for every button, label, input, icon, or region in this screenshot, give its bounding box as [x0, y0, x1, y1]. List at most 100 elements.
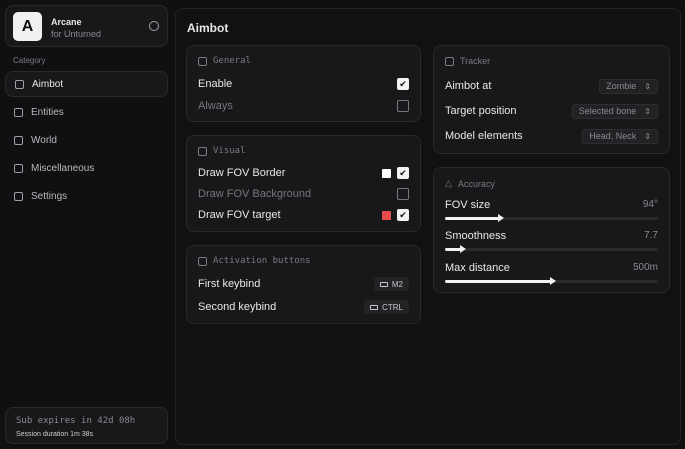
- sidebar-item-label: Entities: [31, 106, 64, 118]
- page-title: Aimbot: [187, 21, 229, 35]
- crosshair-icon: [15, 79, 24, 89]
- checkbox[interactable]: ✔: [397, 167, 409, 179]
- activation-card: Activation buttons First keybind M2 Second…: [186, 245, 421, 324]
- visual-icon: [198, 146, 207, 156]
- slider-value: 94°: [642, 199, 658, 210]
- checkbox[interactable]: [397, 188, 409, 200]
- grid-icon: [14, 163, 23, 173]
- visual-row: Draw FOV Border ✔: [198, 164, 409, 182]
- key-label: CTRL: [382, 302, 403, 312]
- dropdown[interactable]: Selected bone ⇕: [571, 103, 658, 119]
- chevron-updown-icon: ⇕: [644, 131, 651, 141]
- slider-label: Max distance: [445, 262, 510, 274]
- slider-thumb[interactable]: [549, 277, 556, 285]
- row-label: Model elements: [445, 130, 523, 142]
- slider-max-distance: Max distance 500m: [445, 262, 658, 285]
- general-row: Always: [198, 97, 409, 115]
- checkbox[interactable]: ✔: [397, 209, 409, 221]
- app-name: Arcane: [51, 17, 82, 27]
- accuracy-card: △ Accuracy FOV size 94° Smoothness 7.7 Max di…: [433, 167, 670, 293]
- slider-value: 500m: [632, 262, 658, 273]
- dropdown-value: Zombie: [606, 81, 637, 91]
- tracker-card: Tracker Aimbot at Zombie ⇕ Target position S…: [433, 45, 670, 154]
- general-card: General Enable ✔ Always: [186, 45, 421, 122]
- row-label: Second keybind: [198, 301, 277, 313]
- row-label: Aimbot at: [445, 80, 492, 92]
- general-icon: [198, 56, 207, 66]
- slider-track[interactable]: [445, 245, 658, 253]
- row-label: Target position: [445, 105, 517, 117]
- app-logo: A: [13, 12, 42, 41]
- dropdown-value: Selected bone: [578, 106, 637, 116]
- key-label: M2: [391, 279, 403, 289]
- sidebar-item-aimbot[interactable]: Aimbot: [5, 71, 168, 97]
- session-duration: Session duration 1m 38s: [16, 431, 94, 438]
- row-label: Draw FOV Background: [198, 188, 312, 200]
- app-header: A Arcane for Unturned: [5, 5, 168, 47]
- dropdown[interactable]: Zombie ⇕: [599, 78, 658, 94]
- keybind-row: Second keybind CTRL: [198, 298, 409, 316]
- sidebar-item-label: Settings: [31, 190, 68, 202]
- slider-track[interactable]: [445, 214, 658, 222]
- slider-label: Smoothness: [445, 230, 507, 242]
- triangle-icon: △: [445, 178, 452, 188]
- section-title: Visual: [213, 146, 246, 156]
- visual-row: Draw FOV Background: [198, 185, 409, 203]
- checkbox[interactable]: ✔: [397, 78, 409, 90]
- slider-label: FOV size: [445, 199, 491, 211]
- sidebar-item-label: World: [31, 134, 57, 146]
- tracker-icon: [445, 56, 454, 66]
- slider-thumb[interactable]: [460, 245, 467, 253]
- slider-fill: [445, 248, 463, 251]
- keybind-row: First keybind M2: [198, 275, 409, 293]
- dropdown[interactable]: Head, Neck ⇕: [582, 128, 658, 144]
- slider-value: 7.7: [644, 230, 658, 241]
- visual-row: Draw FOV target ✔: [198, 206, 409, 224]
- sidebar-item-miscellaneous[interactable]: Miscellaneous: [5, 155, 168, 181]
- row-label: Draw FOV Border: [198, 167, 286, 179]
- checkbox[interactable]: [397, 100, 409, 112]
- keyboard-icon: [370, 304, 379, 310]
- row-label: First keybind: [198, 278, 261, 290]
- row-label: Draw FOV target: [198, 209, 281, 221]
- gear-icon: [14, 191, 23, 201]
- section-title: General: [213, 56, 251, 66]
- visual-card: Visual Draw FOV Border ✔ Draw FOV Backgrou…: [186, 135, 421, 232]
- sidebar-item-world[interactable]: World: [5, 127, 168, 153]
- sidebar-item-label: Aimbot: [32, 78, 64, 90]
- tracker-row: Model elements Head, Neck ⇕: [445, 127, 658, 145]
- tracker-row: Aimbot at Zombie ⇕: [445, 77, 658, 95]
- settings-gear-icon[interactable]: [149, 21, 159, 31]
- slider-fill: [445, 280, 552, 283]
- slider-smoothness: Smoothness 7.7: [445, 230, 658, 253]
- row-label: Enable: [198, 78, 233, 90]
- sidebar-item-label: Miscellaneous: [31, 162, 95, 174]
- sidebar-item-settings[interactable]: Settings: [5, 183, 168, 209]
- general-row: Enable ✔: [198, 75, 409, 93]
- category-label: Category: [13, 56, 46, 65]
- keyboard-icon: [198, 256, 207, 266]
- subscription-footer: Sub expires in 42d 08h Session duration …: [5, 407, 168, 444]
- app-subtitle: for Unturned: [51, 29, 102, 39]
- tracker-row: Target position Selected bone ⇕: [445, 102, 658, 120]
- sub-expiry: Sub expires in 42d 08h: [16, 416, 136, 426]
- scan-icon: [14, 107, 23, 117]
- slider-fill: [445, 217, 501, 220]
- section-title: Tracker: [460, 56, 491, 66]
- section-title: Accuracy: [457, 178, 495, 189]
- sidebar-item-entities[interactable]: Entities: [5, 99, 168, 125]
- keybind-button[interactable]: M2: [373, 277, 409, 291]
- mouse-icon: [379, 281, 388, 287]
- row-label: Always: [198, 100, 233, 112]
- dropdown-value: Head, Neck: [589, 131, 637, 141]
- chevron-updown-icon: ⇕: [644, 106, 651, 116]
- slider-fov-size: FOV size 94°: [445, 199, 658, 222]
- cube-icon: [14, 135, 23, 145]
- slider-thumb[interactable]: [498, 214, 505, 222]
- slider-track[interactable]: [445, 277, 658, 285]
- color-swatch[interactable]: [382, 168, 391, 178]
- keybind-button[interactable]: CTRL: [364, 300, 409, 314]
- color-swatch[interactable]: [382, 210, 391, 220]
- section-title: Activation buttons: [213, 256, 311, 266]
- chevron-updown-icon: ⇕: [644, 81, 651, 91]
